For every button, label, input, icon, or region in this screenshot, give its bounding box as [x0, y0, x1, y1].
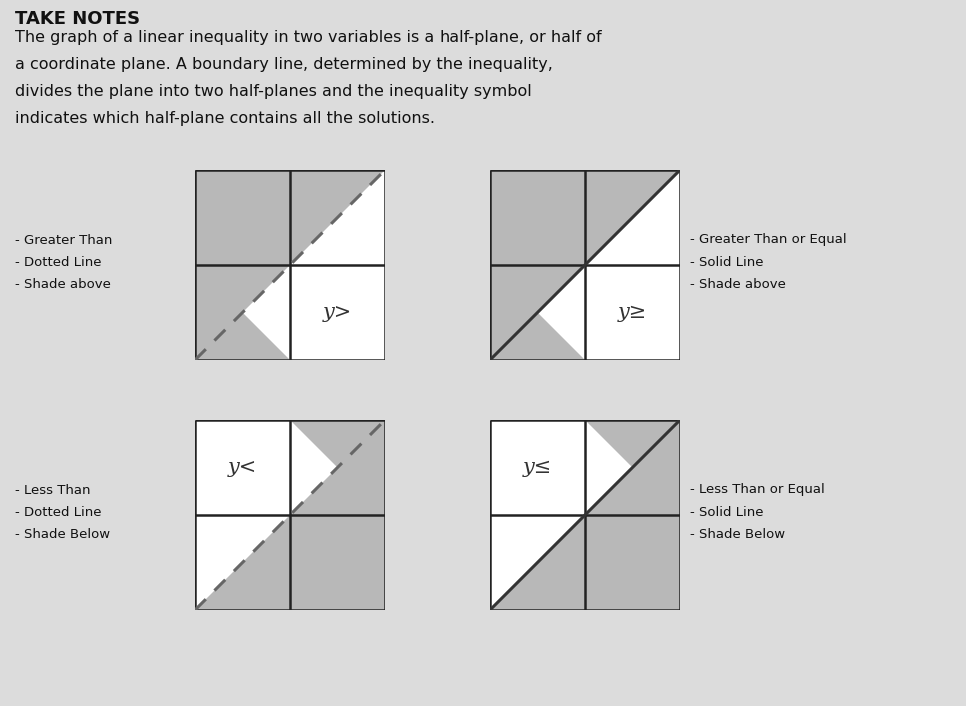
Text: , determined by the inequality,: , determined by the inequality, [303, 57, 553, 72]
Text: - Solid Line: - Solid Line [690, 256, 763, 268]
Text: - Shade above: - Shade above [690, 277, 786, 290]
Polygon shape [585, 420, 680, 515]
Text: indicates which half-plane contains all the solutions.: indicates which half-plane contains all … [15, 111, 435, 126]
Polygon shape [490, 265, 585, 360]
Text: half-plane: half-plane [440, 30, 520, 45]
Polygon shape [490, 420, 680, 610]
Text: y<: y< [228, 458, 257, 477]
Text: - Shade Below: - Shade Below [690, 527, 785, 541]
Polygon shape [195, 170, 385, 360]
Polygon shape [195, 420, 385, 610]
Text: - Less Than or Equal: - Less Than or Equal [690, 484, 825, 496]
Polygon shape [195, 170, 385, 360]
Text: - Dotted Line: - Dotted Line [15, 505, 101, 518]
Polygon shape [290, 420, 385, 515]
Polygon shape [490, 420, 680, 610]
Text: y≤: y≤ [523, 458, 553, 477]
Text: - Less Than: - Less Than [15, 484, 91, 496]
Polygon shape [490, 170, 680, 360]
Text: - Greater Than or Equal: - Greater Than or Equal [690, 234, 846, 246]
Text: - Shade above: - Shade above [15, 277, 111, 290]
Text: - Greater Than: - Greater Than [15, 234, 112, 246]
Text: divides the plane into two half-planes and the inequality symbol: divides the plane into two half-planes a… [15, 84, 531, 99]
Text: - Dotted Line: - Dotted Line [15, 256, 101, 268]
Text: - Shade Below: - Shade Below [15, 527, 110, 541]
Text: - Solid Line: - Solid Line [690, 505, 763, 518]
Polygon shape [490, 170, 680, 360]
Text: TAKE NOTES: TAKE NOTES [15, 10, 140, 28]
Text: boundary line: boundary line [192, 57, 303, 72]
Text: , or half of: , or half of [520, 30, 602, 45]
Text: y≥: y≥ [618, 303, 647, 322]
Polygon shape [195, 265, 290, 360]
Text: a coordinate plane. A: a coordinate plane. A [15, 57, 192, 72]
Text: y>: y> [323, 303, 353, 322]
Text: The graph of a linear inequality in two variables is a: The graph of a linear inequality in two … [15, 30, 440, 45]
Polygon shape [195, 420, 385, 610]
